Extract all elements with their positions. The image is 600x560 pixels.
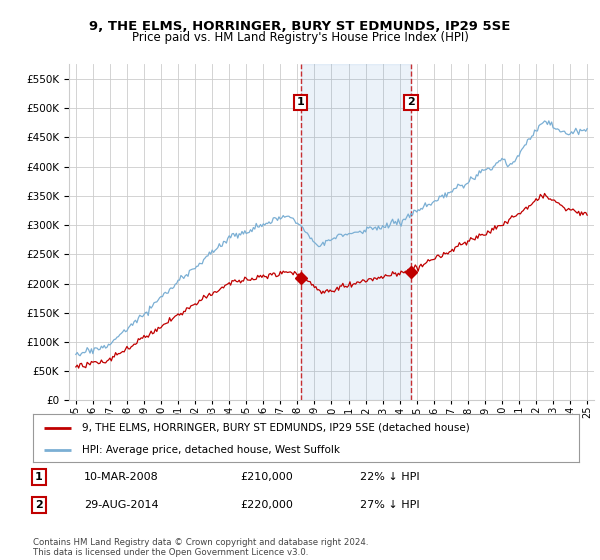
Text: 9, THE ELMS, HORRINGER, BURY ST EDMUNDS, IP29 5SE (detached house): 9, THE ELMS, HORRINGER, BURY ST EDMUNDS,… xyxy=(82,423,470,433)
Text: 2: 2 xyxy=(35,500,43,510)
Text: Contains HM Land Registry data © Crown copyright and database right 2024.
This d: Contains HM Land Registry data © Crown c… xyxy=(33,538,368,557)
Text: 29-AUG-2014: 29-AUG-2014 xyxy=(84,500,158,510)
Text: 10-MAR-2008: 10-MAR-2008 xyxy=(84,472,159,482)
Text: 27% ↓ HPI: 27% ↓ HPI xyxy=(360,500,419,510)
Text: 22% ↓ HPI: 22% ↓ HPI xyxy=(360,472,419,482)
Text: 9, THE ELMS, HORRINGER, BURY ST EDMUNDS, IP29 5SE: 9, THE ELMS, HORRINGER, BURY ST EDMUNDS,… xyxy=(89,20,511,32)
Bar xyxy=(301,64,411,400)
Text: 1: 1 xyxy=(297,97,305,108)
Text: £220,000: £220,000 xyxy=(240,500,293,510)
Text: HPI: Average price, detached house, West Suffolk: HPI: Average price, detached house, West… xyxy=(82,445,340,455)
Text: Price paid vs. HM Land Registry's House Price Index (HPI): Price paid vs. HM Land Registry's House … xyxy=(131,31,469,44)
Text: 1: 1 xyxy=(35,472,43,482)
Text: 2: 2 xyxy=(407,97,415,108)
Text: £210,000: £210,000 xyxy=(240,472,293,482)
